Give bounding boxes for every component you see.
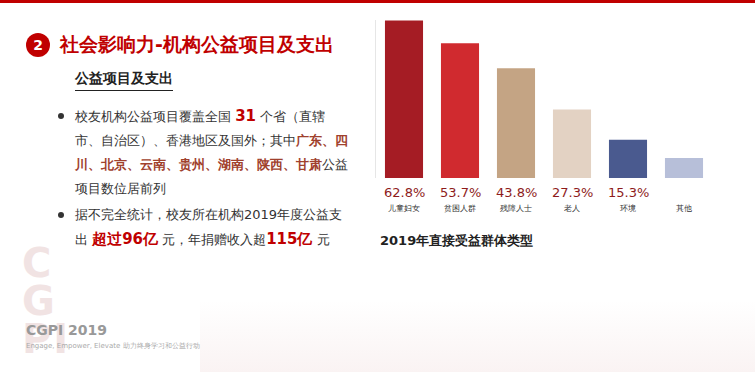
html-text:公益项目及支出: 公益项目及支出 [75,70,173,86]
svg-text:15.3%: 15.3% [608,185,649,200]
svg-text:老人: 老人 [564,204,580,213]
html-text:CGPI 2019: CGPI 2019 [26,322,108,338]
html-text:CGPI: CGPI [22,240,71,362]
svg-text:儿童妇女: 儿童妇女 [388,204,420,213]
html-text:2019年直接受益群体类型: 2019年直接受益群体类型 [380,233,534,248]
svg-text:62.8%: 62.8% [384,185,425,200]
html-text:校友机构公益项目覆盖全国31个省（直辖市、自治区）、香港地区: 校友机构公益项目覆盖全国31个省（直辖市、自治区）、香港地区及国外；其中广东、四… [75,107,348,196]
svg-text:其他: 其他 [676,204,692,213]
svg-text:贫困人群: 贫困人群 [444,204,476,213]
html-text:据不完全统计，校友所在机构2019年度公益支出超过96亿元，: 据不完全统计，校友所在机构2019年度公益支出超过96亿元，年捐赠收入超115亿… [75,207,343,248]
html-text:社会影响力-机构公益项目及支出: 社会影响力-机构公益项目及支出 [60,33,334,55]
svg-text:43.8%: 43.8% [496,185,537,200]
html-text:2: 2 [33,37,43,53]
html-text:Engage, Empower, Elevate 助力终身学: Engage, Empower, Elevate 助力终身学习和公益行动 [26,342,200,350]
svg-text:53.7%: 53.7% [440,185,481,200]
svg-text:27.3%: 27.3% [552,185,593,200]
svg-text:环境: 环境 [620,204,636,213]
svg-text:残障人士: 残障人士 [500,204,532,213]
